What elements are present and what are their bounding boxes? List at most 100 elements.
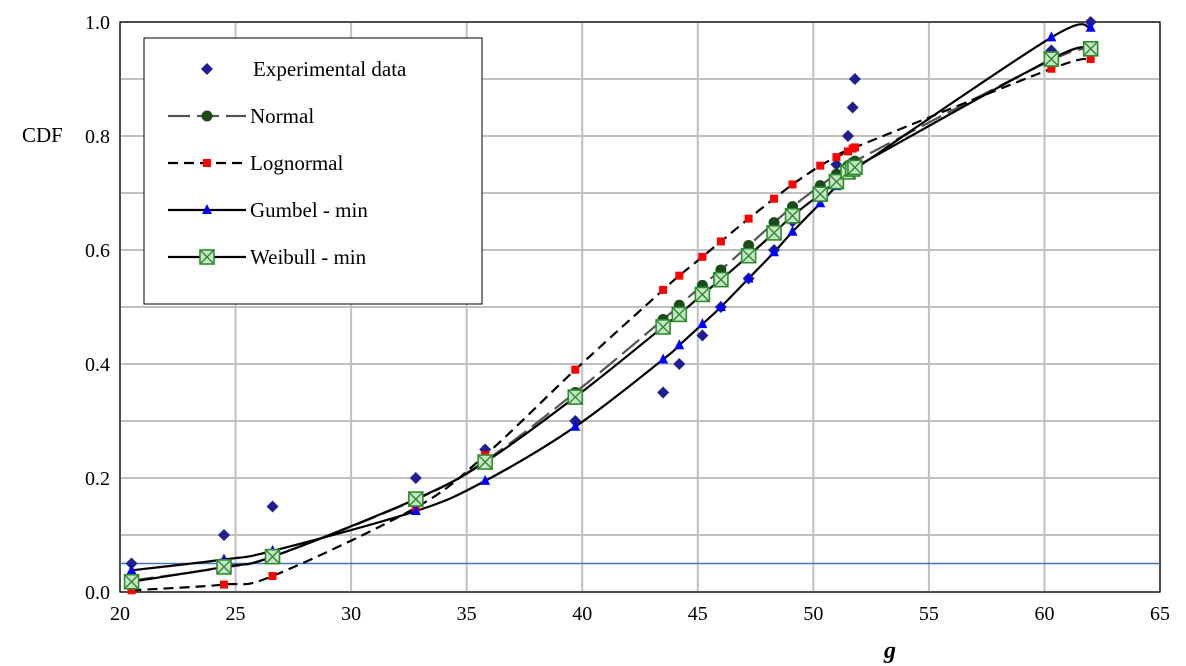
legend-marker <box>201 110 213 122</box>
y-tick-label: 0.0 <box>85 582 110 604</box>
x-tick-label: 50 <box>803 603 823 625</box>
marker-cross <box>785 208 801 224</box>
legend-marker <box>199 249 215 265</box>
data-point <box>477 454 493 470</box>
data-point <box>694 286 711 303</box>
legend-entry-lognormal: Lognormal <box>168 151 343 175</box>
data-point <box>674 339 685 350</box>
marker-cross <box>812 186 828 202</box>
data-point <box>657 386 670 399</box>
data-point <box>571 365 580 374</box>
y-tick-label: 0.4 <box>85 354 110 376</box>
data-point <box>1047 64 1056 73</box>
marker-cross <box>567 389 583 405</box>
data-point <box>673 358 686 370</box>
data-point <box>675 271 684 280</box>
data-point <box>698 252 707 261</box>
data-point <box>268 572 277 581</box>
y-tick-labels: 0.0 0.2 0.4 0.6 0.8 1.0 <box>85 12 110 604</box>
x-tick-label: 65 <box>1150 603 1170 625</box>
x-tick-label: 35 <box>457 603 477 625</box>
data-point <box>713 271 729 288</box>
data-point <box>816 161 825 170</box>
y-tick-label: 0.6 <box>85 240 110 262</box>
marker-cross <box>1043 51 1059 67</box>
y-axis-title: CDF <box>22 123 63 147</box>
data-point <box>216 559 232 575</box>
data-point <box>671 306 688 323</box>
data-point <box>744 214 753 223</box>
data-point <box>409 472 422 484</box>
x-axis-title: g <box>883 638 896 664</box>
data-point <box>848 73 861 85</box>
data-point <box>1085 21 1096 32</box>
data-point <box>846 101 859 114</box>
data-point <box>847 159 863 176</box>
data-point <box>410 505 421 516</box>
data-point <box>715 301 726 311</box>
x-tick-label: 55 <box>919 603 939 625</box>
data-point <box>1082 40 1099 57</box>
data-point <box>844 147 852 156</box>
data-point <box>266 500 279 513</box>
marker-cross <box>408 491 424 507</box>
legend-entry-normal: Normal <box>168 104 314 128</box>
data-point <box>769 246 780 257</box>
data-point <box>697 318 708 329</box>
data-point <box>123 573 140 590</box>
legend-entry-weibull-min: Weibull - min <box>168 245 367 269</box>
data-point <box>218 529 230 541</box>
data-point <box>127 586 136 595</box>
legend-marker <box>203 159 211 167</box>
data-point <box>570 420 581 431</box>
data-point <box>408 491 424 507</box>
legend-marker <box>201 63 213 75</box>
data-point <box>842 130 854 142</box>
data-point <box>832 153 841 162</box>
y-tick-label: 0.2 <box>85 468 110 490</box>
data-point <box>770 194 779 203</box>
marker-cross <box>216 559 232 575</box>
data-point <box>655 319 671 335</box>
legend-label: Weibull - min <box>250 245 367 269</box>
x-tick-label: 45 <box>688 603 708 625</box>
legend-entry-experimental-data: Experimental data <box>201 57 407 81</box>
legend-entry-gumbel-min: Gumbel - min <box>168 198 368 222</box>
legend-marker <box>202 204 212 214</box>
marker-cross <box>694 286 710 302</box>
data-point <box>264 548 281 565</box>
marker-cross <box>1083 41 1099 57</box>
data-point <box>220 580 228 589</box>
data-point <box>784 208 801 224</box>
legend-label: Lognormal <box>250 151 343 175</box>
data-point <box>696 329 709 342</box>
data-point <box>659 285 668 294</box>
data-point <box>480 474 491 485</box>
data-point <box>788 180 797 189</box>
data-point <box>850 143 859 152</box>
legend-label: Normal <box>250 104 314 128</box>
data-point <box>125 557 138 570</box>
x-tick-labels: 20 25 30 35 40 45 50 55 60 65 <box>110 603 1170 625</box>
x-tick-label: 40 <box>572 603 592 625</box>
data-point <box>740 247 757 264</box>
x-tick-label: 30 <box>341 603 361 625</box>
marker-cross <box>847 159 863 175</box>
data-point <box>1046 31 1057 42</box>
series-layer <box>123 16 1099 595</box>
marker-cross <box>713 272 729 288</box>
x-tick-label: 20 <box>110 603 130 625</box>
data-point <box>126 564 137 575</box>
x-tick-label: 25 <box>226 603 246 625</box>
marker-cross <box>265 549 281 565</box>
series-markers-weibull-min <box>123 40 1099 590</box>
data-point <box>658 353 669 364</box>
plot-area-frame <box>119 21 1161 593</box>
data-point <box>830 158 843 171</box>
legend: Experimental data Normal Lognormal Gumbel -… <box>143 37 483 305</box>
marker-cross <box>741 248 757 264</box>
data-point <box>812 186 829 202</box>
marker-cross <box>766 225 782 241</box>
data-point <box>1086 55 1095 64</box>
